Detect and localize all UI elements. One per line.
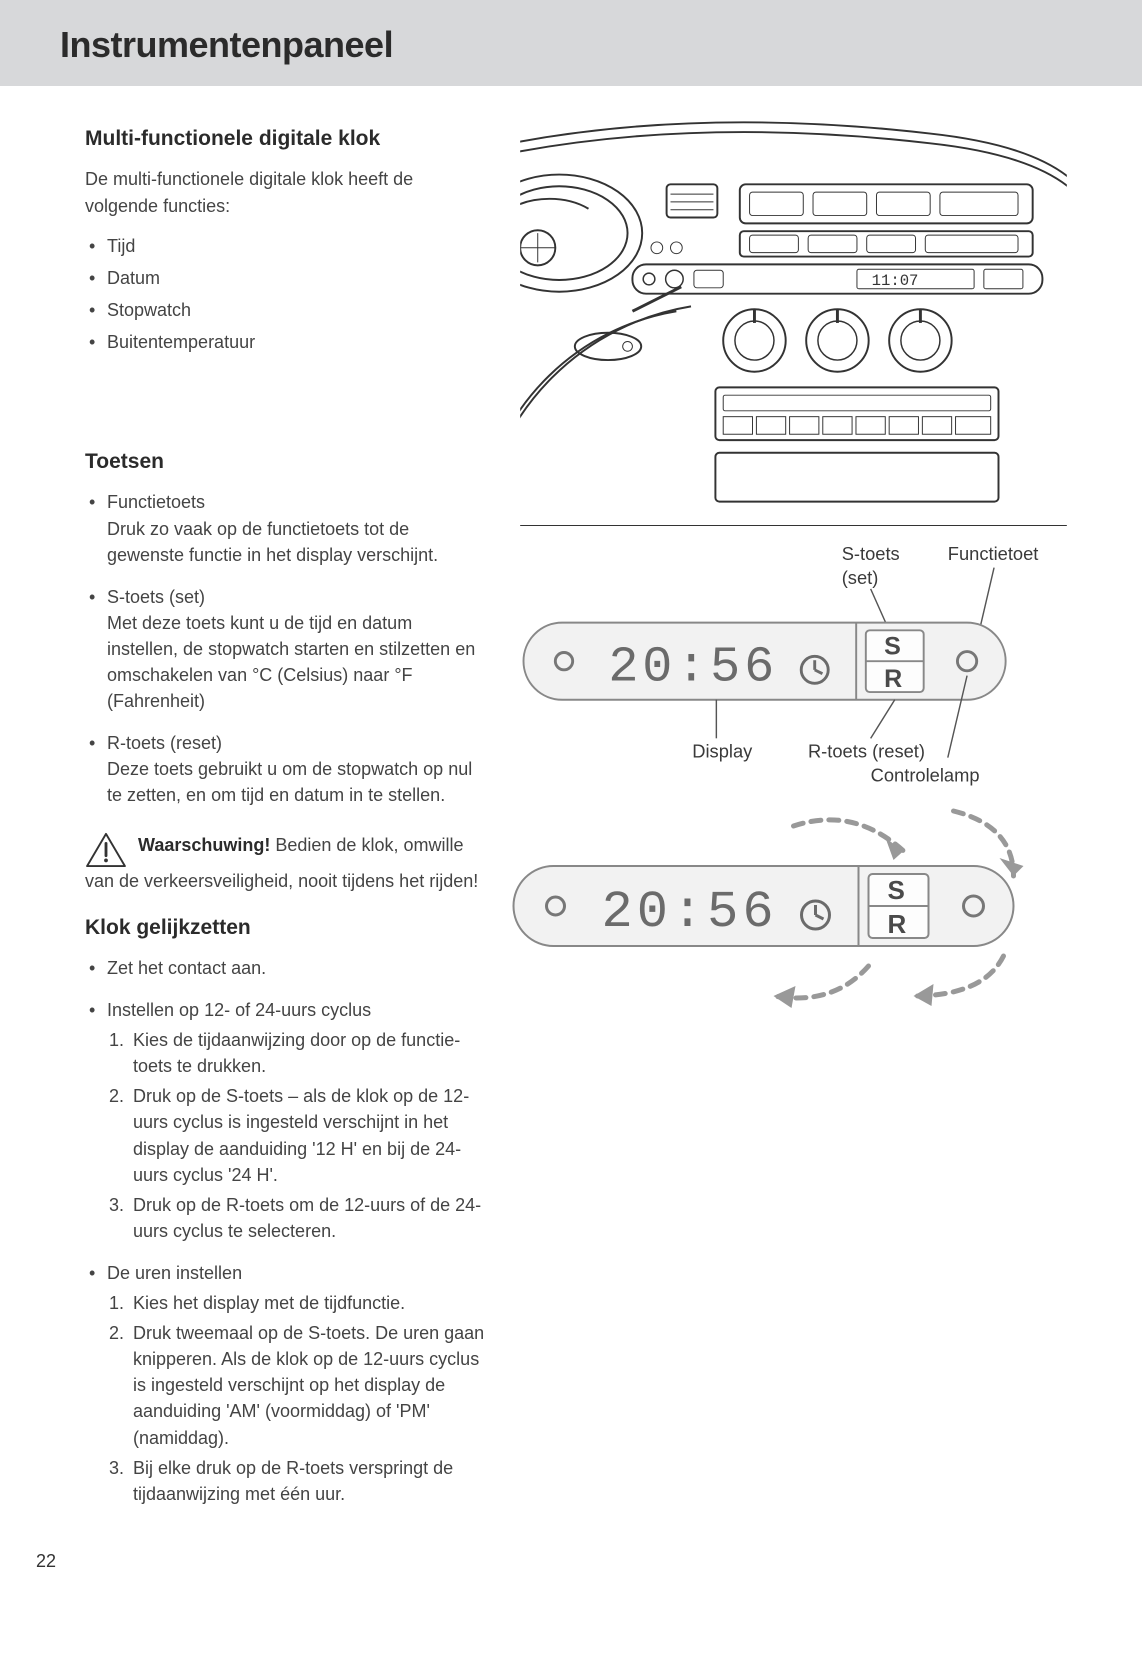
clock-module-body: 20:56 S R — [524, 623, 1006, 700]
list-item: Datum — [85, 265, 485, 291]
functions-list: Tijd Datum Stopwatch Buitentemperatuur — [85, 233, 485, 355]
list-item: Buitentemperatuur — [85, 329, 485, 355]
key-title: S-toets (set) — [107, 584, 485, 610]
callout-s-toets: S-toets — [842, 543, 900, 564]
callout-display: Display — [692, 741, 753, 762]
section3-heading: Klok gelijkzetten — [85, 913, 485, 943]
hours-steps: Kies het display met de tijdfunctie. Dru… — [129, 1290, 485, 1507]
section1-intro: De multi-functionele digitale klok heeft… — [85, 166, 485, 218]
illustration-column: 11:07 — [505, 116, 1082, 1531]
section1-heading: Multi-functionele digitale klok — [85, 124, 485, 154]
numbered-item: Bij elke druk op de R-toets verspringt d… — [129, 1455, 485, 1507]
clock-module-labeled: S-toets (set) Functietoet 20:56 — [505, 531, 1082, 801]
list-item: Functietoets Druk zo vaak op de functiet… — [85, 489, 485, 567]
svg-text:11:07: 11:07 — [872, 272, 919, 290]
callout-r-toets: R-toets (reset) — [808, 741, 925, 762]
list-item: Instellen op 12- of 24-uurs cyclus Kies … — [85, 997, 485, 1244]
warning-text: Waarschuwing! Bedien de klok, omwille va… — [85, 835, 478, 891]
cycle-steps: Kies de tijdaanwijzing door op de functi… — [129, 1027, 485, 1244]
setclock-list: Zet het contact aan. Instellen op 12- of… — [85, 955, 485, 1507]
warning-label: Waarschuwing! — [138, 835, 270, 855]
step-title: Instellen op 12- of 24-uurs cyclus — [107, 997, 485, 1023]
keys-list: Functietoets Druk zo vaak op de functiet… — [85, 489, 485, 808]
list-item: R-toets (reset) Deze toets gebruikt u om… — [85, 730, 485, 808]
key-desc: Met deze toets kunt u de tijd en datum i… — [107, 610, 485, 714]
function-label: Tijd — [107, 236, 135, 256]
step-text: Zet het contact aan. — [107, 958, 266, 978]
s-button-label-2: S — [888, 875, 905, 905]
dashboard-illustration: 11:07 — [505, 116, 1082, 526]
callout-functietoets: Functietoet — [948, 543, 1039, 564]
function-label: Buitentemperatuur — [107, 332, 255, 352]
step-title: De uren instellen — [107, 1260, 485, 1286]
numbered-item: Druk op de S-toets – als de klok op de 1… — [129, 1083, 485, 1187]
callout-controlelamp: Controlelamp — [871, 765, 980, 786]
lcd-display: 20:56 — [608, 639, 778, 696]
callout-s-toets-sub: (set) — [842, 567, 879, 588]
lcd-display-2: 20:56 — [602, 883, 778, 942]
numbered-item: Druk tweemaal op de S-toets. De uren gaa… — [129, 1320, 485, 1450]
warning-icon — [85, 832, 127, 868]
warning-block: Waarschuwing! Bedien de klok, omwille va… — [85, 832, 485, 894]
section2-heading: Toetsen — [85, 447, 485, 477]
clock-module-arrows: 20:56 S R — [505, 796, 1082, 1026]
list-item: S-toets (set) Met deze toets kunt u de t… — [85, 584, 485, 714]
page-number: 22 — [36, 1551, 1142, 1572]
numbered-item: Kies de tijdaanwijzing door op de functi… — [129, 1027, 485, 1079]
key-desc: Deze toets gebruikt u om de stopwatch op… — [107, 756, 485, 808]
r-button-label-2: R — [888, 909, 907, 939]
list-item: Zet het contact aan. — [85, 955, 485, 981]
function-label: Stopwatch — [107, 300, 191, 320]
list-item: Stopwatch — [85, 297, 485, 323]
key-title: Functietoets — [107, 489, 485, 515]
list-item: De uren instellen Kies het display met d… — [85, 1260, 485, 1507]
key-title: R-toets (reset) — [107, 730, 485, 756]
text-column: Multi-functionele digitale klok De multi… — [85, 116, 485, 1531]
page-header: Instrumentenpaneel — [0, 0, 1142, 86]
page-title: Instrumentenpaneel — [60, 24, 1142, 66]
numbered-item: Druk op de R-toets om de 12-uurs of de 2… — [129, 1192, 485, 1244]
key-desc: Druk zo vaak op de functietoets tot de g… — [107, 516, 485, 568]
numbered-item: Kies het display met de tijdfunctie. — [129, 1290, 485, 1316]
r-button-label: R — [884, 665, 902, 693]
function-label: Datum — [107, 268, 160, 288]
s-button-label: S — [884, 632, 901, 660]
list-item: Tijd — [85, 233, 485, 259]
